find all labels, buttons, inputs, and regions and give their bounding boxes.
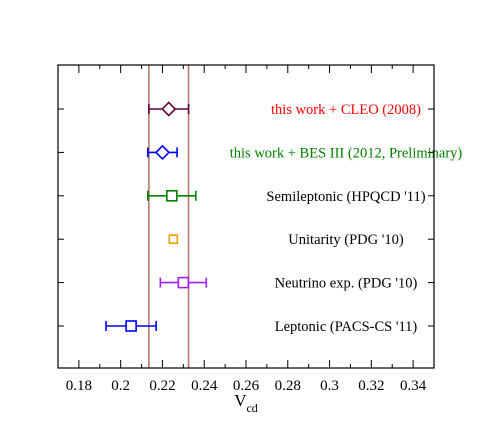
- axis-ticks: 0.18 0.2 0.22 0.24 0.26 0.28 0.3 0.32 0.34: [57, 65, 435, 394]
- point-label: this work + BES III (2012, Preliminary): [230, 145, 463, 161]
- data-points: this work + CLEO (2008) this work + BES I…: [105, 101, 463, 335]
- x-axis-label: Vcd: [234, 391, 258, 415]
- data-row: Neutrino exp. (PDG '10): [159, 276, 418, 292]
- point-label: Semileptonic (HPQCD '11): [266, 189, 425, 205]
- diamond-marker: [161, 101, 177, 117]
- reference-band: [148, 65, 190, 368]
- x-tick-label: 0.32: [358, 378, 384, 394]
- x-tick-label: 0.22: [149, 378, 175, 394]
- point-label: this work + CLEO (2008): [271, 102, 421, 118]
- data-row: Leptonic (PACS-CS '11): [105, 319, 418, 335]
- point-label: Leptonic (PACS-CS '11): [275, 319, 418, 335]
- x-tick-label: 0.2: [111, 378, 130, 394]
- point-label: Neutrino exp. (PDG '10): [275, 276, 418, 292]
- data-row: Unitarity (PDG '10): [168, 232, 404, 248]
- data-row: Semileptonic (HPQCD '11): [147, 189, 426, 205]
- point-label: Unitarity (PDG '10): [288, 232, 404, 248]
- diamond-marker: [154, 144, 171, 161]
- x-axis-title: Vcd: [234, 391, 258, 415]
- x-axis-label-subscript: cd: [246, 401, 257, 415]
- x-tick-label: 0.3: [320, 378, 339, 394]
- x-axis-label-main: V: [234, 391, 247, 410]
- x-tick-label: 0.24: [191, 378, 218, 394]
- x-tick-label: 0.28: [275, 378, 301, 394]
- x-tick-label: 0.26: [233, 378, 260, 394]
- plot-frame: [57, 64, 435, 369]
- square-marker: [177, 276, 190, 289]
- x-tick-label: 0.34: [400, 378, 427, 394]
- square-marker: [166, 190, 178, 202]
- data-row: this work + BES III (2012, Preliminary): [147, 144, 463, 161]
- x-tick-label: 0.18: [66, 378, 92, 394]
- square-marker: [168, 234, 179, 244]
- data-row: this work + CLEO (2008): [148, 101, 421, 118]
- square-marker: [125, 320, 137, 332]
